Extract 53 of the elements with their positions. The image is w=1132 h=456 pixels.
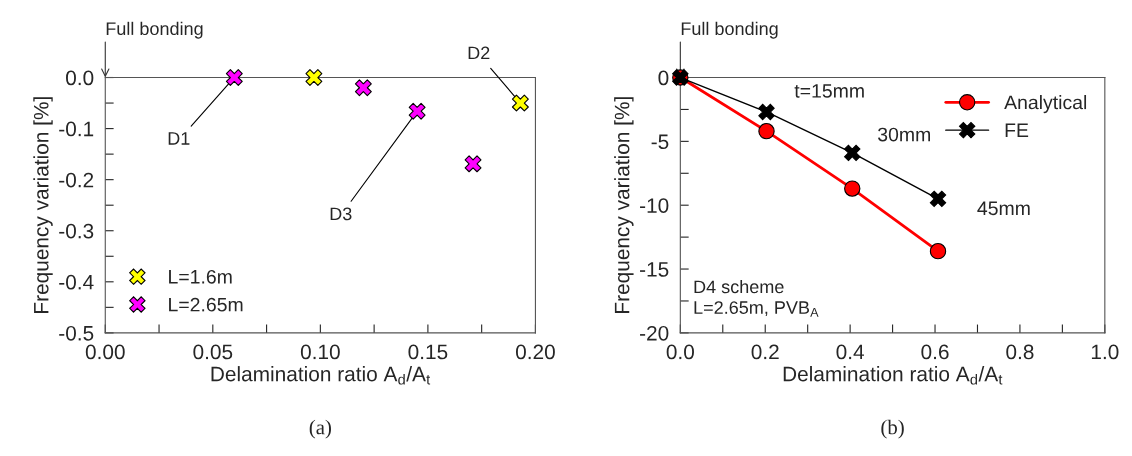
point [844, 144, 861, 162]
point [225, 69, 243, 86]
legend-label: FE [1005, 123, 1029, 137]
point [758, 103, 775, 121]
annotation: 30mm [878, 127, 930, 142]
x-tick-label: 1.0 [1091, 344, 1119, 360]
annotation: t=15mm [794, 84, 864, 98]
x-tick-label: 0.00 [85, 344, 125, 360]
x-tick-label: 0.2 [751, 344, 779, 360]
text: (b) [881, 419, 904, 439]
x-axis-title: Delamination ratio A$_{d}$/A$_{t}$ [211, 366, 431, 385]
x-tick-label: 0.15 [408, 344, 448, 360]
x-tick-label: 0.8 [1006, 344, 1034, 360]
point [464, 155, 482, 173]
x-axis-title: Delamination ratio A$_{d}$/A$_{t}$ [783, 366, 1003, 385]
text: Full bonding [681, 21, 778, 39]
x-tick-label: 0.0 [666, 344, 694, 360]
x-tick-label: 0.05 [193, 344, 233, 360]
point [929, 190, 947, 208]
y-tick-label: 0 [658, 70, 669, 86]
text: (a) [309, 419, 331, 439]
y-tick-label: -0.1 [59, 121, 94, 137]
point [929, 242, 947, 260]
point [844, 180, 861, 197]
y-tick-label: -0.5 [59, 325, 94, 341]
y-tick-label: 0.0 [66, 70, 94, 86]
y-tick-label: -0.3 [59, 223, 94, 239]
point [354, 79, 372, 97]
legend-label: Analytical [1004, 95, 1087, 114]
y-tick-label: -10 [640, 198, 669, 213]
y-tick-label: -0.2 [59, 172, 94, 188]
y-axis-title: Frequency variation [%] [614, 97, 634, 313]
legend-label: L=2.65m [169, 297, 243, 312]
annotation: D4 scheme L=2.65m, PVB$_{A}$ [694, 279, 819, 317]
text: Full bonding [106, 21, 203, 39]
y-axis-title: Frequency variation [%] [33, 97, 53, 313]
point [305, 69, 323, 86]
y-tick-label: -20 [640, 325, 669, 341]
annotation: D2 [468, 46, 490, 60]
y-tick-label: -0.4 [59, 274, 94, 290]
legend-label: L=1.6m [169, 269, 232, 284]
point [408, 102, 426, 120]
point [511, 94, 529, 112]
x-tick-label: 0.4 [836, 344, 864, 360]
x-tick-label: 0.10 [300, 344, 340, 360]
x-tick-label: 0.20 [515, 344, 555, 360]
x-tick-label: 0.6 [921, 344, 949, 360]
annotation: D1 [168, 132, 190, 145]
y-tick-label: -5 [651, 134, 669, 150]
y-tick-label: -15 [640, 262, 669, 277]
point [758, 122, 775, 140]
annotation: D3 [330, 207, 352, 221]
annotation: 45mm [977, 201, 1030, 216]
